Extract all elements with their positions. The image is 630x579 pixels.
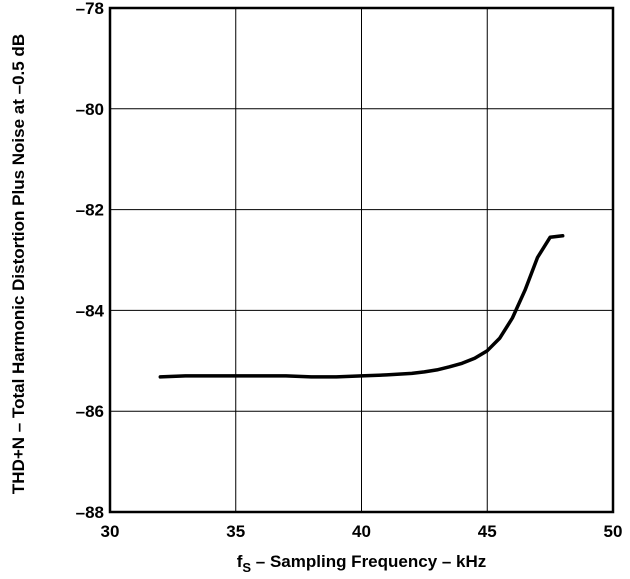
series-line	[158, 234, 565, 379]
y-tick-label: –82	[76, 201, 104, 220]
x-axis-label-rest: – Sampling Frequency – kHz	[251, 552, 486, 571]
x-tick-label: 35	[226, 522, 245, 541]
x-tick-labels: 30 35 40 45 50	[101, 522, 623, 541]
x-tick-label: 30	[101, 522, 120, 541]
y-tick-label: –84	[76, 301, 105, 320]
y-tick-label: –88	[76, 503, 104, 522]
y-axis-label: THD+N – Total Harmonic Distortion Plus N…	[9, 34, 28, 494]
x-axis-label-subscript: S	[242, 560, 251, 575]
x-axis-label: fS – Sampling Frequency – kHz	[237, 552, 487, 575]
x-tick-label: 40	[352, 522, 371, 541]
y-tick-label: –86	[76, 402, 104, 421]
x-tick-label: 50	[604, 522, 623, 541]
plot-frame	[108, 6, 615, 514]
x-axis-label-prefix: f	[237, 552, 243, 571]
y-tick-label: –80	[76, 100, 104, 119]
y-tick-labels: –78 –80 –82 –84 –86 –88	[76, 0, 105, 522]
x-tick-label: 45	[478, 522, 497, 541]
y-tick-label: –78	[76, 0, 104, 18]
